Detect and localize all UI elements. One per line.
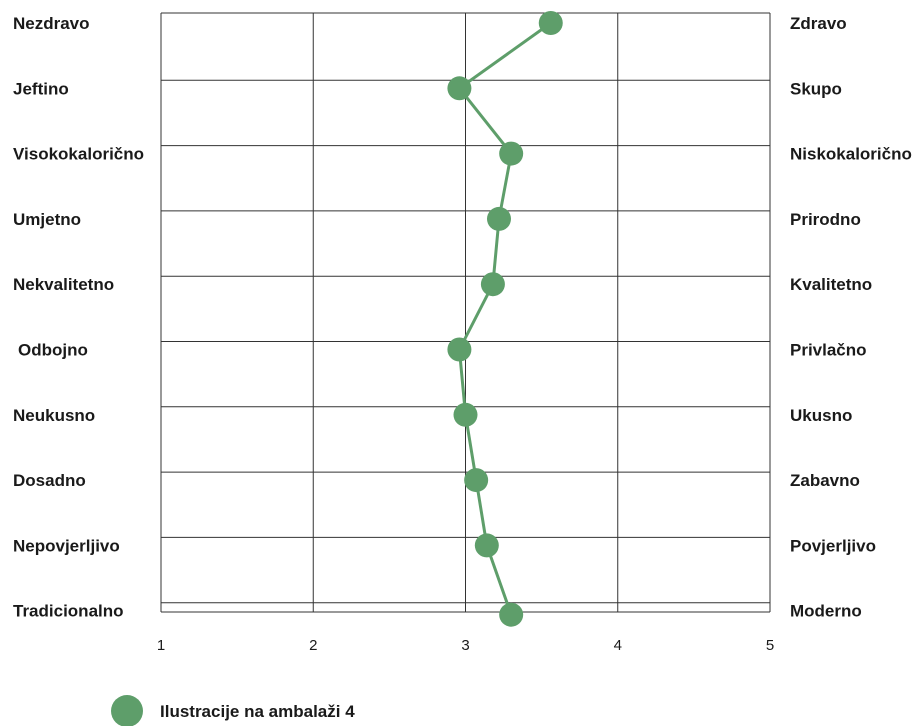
right-label: Zabavno (790, 471, 860, 490)
data-point (538, 11, 563, 35)
data-point (486, 206, 511, 231)
x-axis-ticks: 1 2 3 4 5 (157, 637, 774, 654)
right-labels: Zdravo Skupo Niskokalorično Prirodno Kvalite… (790, 14, 912, 621)
left-label: Umjetno (13, 210, 81, 229)
right-label: Povjerljivo (790, 536, 876, 555)
left-label: Jeftino (13, 79, 69, 98)
right-label: Moderno (790, 602, 862, 621)
right-label: Skupo (790, 79, 842, 98)
data-point (499, 141, 524, 166)
data-point (464, 468, 489, 493)
left-label: Odbojno (18, 341, 88, 360)
legend-label: Ilustracije na ambalaži 4 (160, 702, 355, 721)
x-tick-label: 3 (461, 637, 469, 654)
data-point (499, 602, 524, 627)
right-label: Privlačno (790, 341, 867, 360)
left-label: Tradicionalno (13, 602, 124, 621)
data-point (447, 337, 472, 362)
x-tick-label: 5 (766, 637, 774, 654)
x-tick-label: 2 (309, 637, 317, 654)
legend: Ilustracije na ambalaži 4 (111, 695, 355, 726)
left-labels: Nezdravo Jeftino Visokokalorično Umjetno Nek… (13, 14, 144, 621)
right-label: Niskokalorično (790, 145, 912, 164)
x-tick-label: 1 (157, 637, 165, 654)
x-tick-label: 4 (614, 637, 622, 654)
data-point (474, 533, 499, 558)
legend-marker (111, 695, 143, 726)
left-label: Dosadno (13, 471, 86, 490)
data-point (447, 76, 472, 101)
data-point (453, 402, 478, 427)
right-label: Prirodno (790, 210, 861, 229)
series-line (457, 21, 552, 616)
right-label: Zdravo (790, 14, 847, 33)
data-point (480, 272, 505, 297)
left-label: Nezdravo (13, 14, 90, 33)
grid (160, 12, 771, 613)
right-label: Kvalitetno (790, 275, 872, 294)
left-label: Visokokalorično (13, 145, 144, 164)
left-label: Nepovjerljivo (13, 536, 120, 555)
left-label: Neukusno (13, 406, 95, 425)
right-label: Ukusno (790, 406, 852, 425)
left-label: Nekvalitetno (13, 275, 114, 294)
series (447, 11, 563, 627)
